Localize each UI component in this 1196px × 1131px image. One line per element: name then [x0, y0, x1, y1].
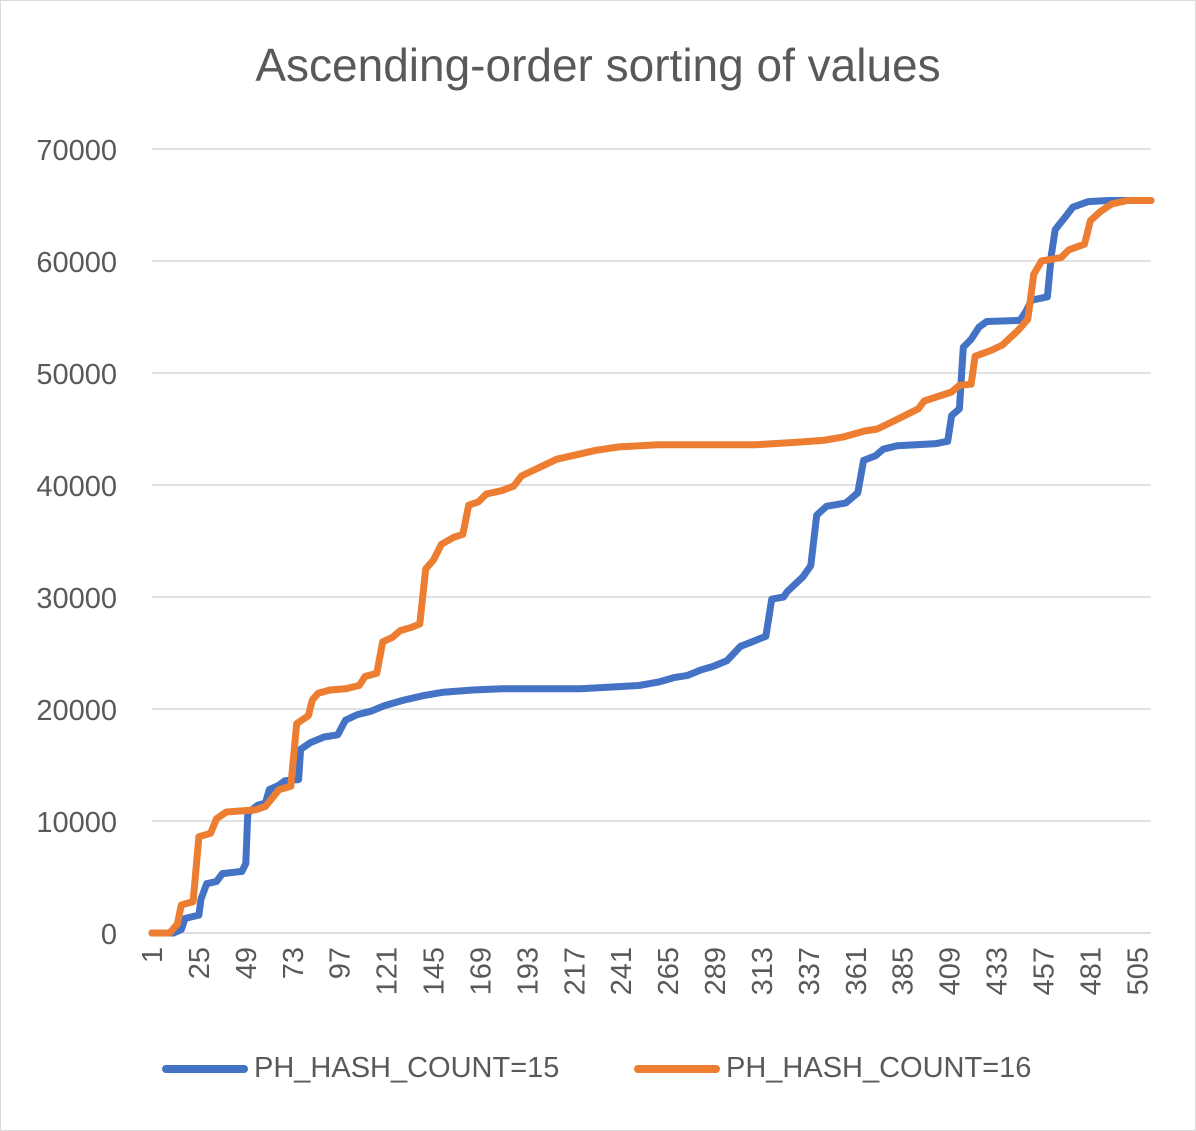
x-tick-label: 145: [419, 947, 451, 995]
x-tick-label: 121: [372, 947, 404, 995]
y-axis: 0 10000 20000 30000 40000 50000 60000 70000: [36, 135, 117, 951]
legend-label-series-2: PH_HASH_COUNT=16: [726, 1052, 1032, 1084]
x-tick-label: 361: [841, 947, 873, 995]
y-tick-label: 20000: [36, 695, 117, 727]
x-axis: 1 25 49 73 97 121 145 169 193 217 241 265 289 313 337 3…: [137, 932, 1154, 995]
x-tick-label: 169: [465, 947, 497, 995]
chart-title: Ascending-order sorting of values: [255, 39, 941, 91]
series-lines: [148, 197, 1155, 937]
y-tick-label: 30000: [36, 583, 117, 615]
y-tick-label: 10000: [36, 807, 117, 839]
legend: PH_HASH_COUNT=15 PH_HASH_COUNT=16: [0, 1052, 1196, 1092]
x-tick-label: 313: [747, 947, 779, 995]
x-tick-label: 97: [325, 947, 357, 979]
series-line-2: [148, 197, 1155, 937]
legend-swatch-series-2: [634, 1064, 720, 1073]
x-tick-label: 433: [982, 947, 1014, 995]
x-tick-label: 73: [278, 947, 310, 979]
series-line-1: [148, 197, 1155, 937]
x-tick-label: 505: [1122, 947, 1154, 995]
y-tick-label: 40000: [36, 471, 117, 503]
x-tick-label: 193: [512, 947, 544, 995]
x-tick-label: 289: [700, 947, 732, 995]
y-tick-label: 60000: [36, 247, 117, 279]
x-tick-label: 217: [559, 947, 591, 995]
x-tick-label: 457: [1028, 947, 1060, 995]
x-tick-label: 25: [184, 947, 216, 979]
y-tick-label: 0: [101, 919, 117, 951]
legend-item-series-2: PH_HASH_COUNT=16: [634, 1052, 1031, 1085]
x-tick-label: 265: [653, 947, 685, 995]
x-tick-label: 241: [606, 947, 638, 995]
legend-swatch-series-1: [162, 1064, 248, 1073]
x-tick-label: 385: [888, 947, 920, 995]
legend-item-series-1: PH_HASH_COUNT=15: [162, 1052, 559, 1085]
y-tick-label: 70000: [36, 135, 117, 167]
legend-label-series-1: PH_HASH_COUNT=15: [254, 1052, 560, 1084]
x-tick-label: 409: [935, 947, 967, 995]
x-tick-label: 337: [794, 947, 826, 995]
x-tick-label: 49: [231, 947, 263, 979]
x-tick-label: 481: [1075, 947, 1107, 995]
x-tick-label: 1: [137, 947, 169, 963]
y-tick-label: 50000: [36, 359, 117, 391]
gridlines: [152, 148, 1151, 934]
